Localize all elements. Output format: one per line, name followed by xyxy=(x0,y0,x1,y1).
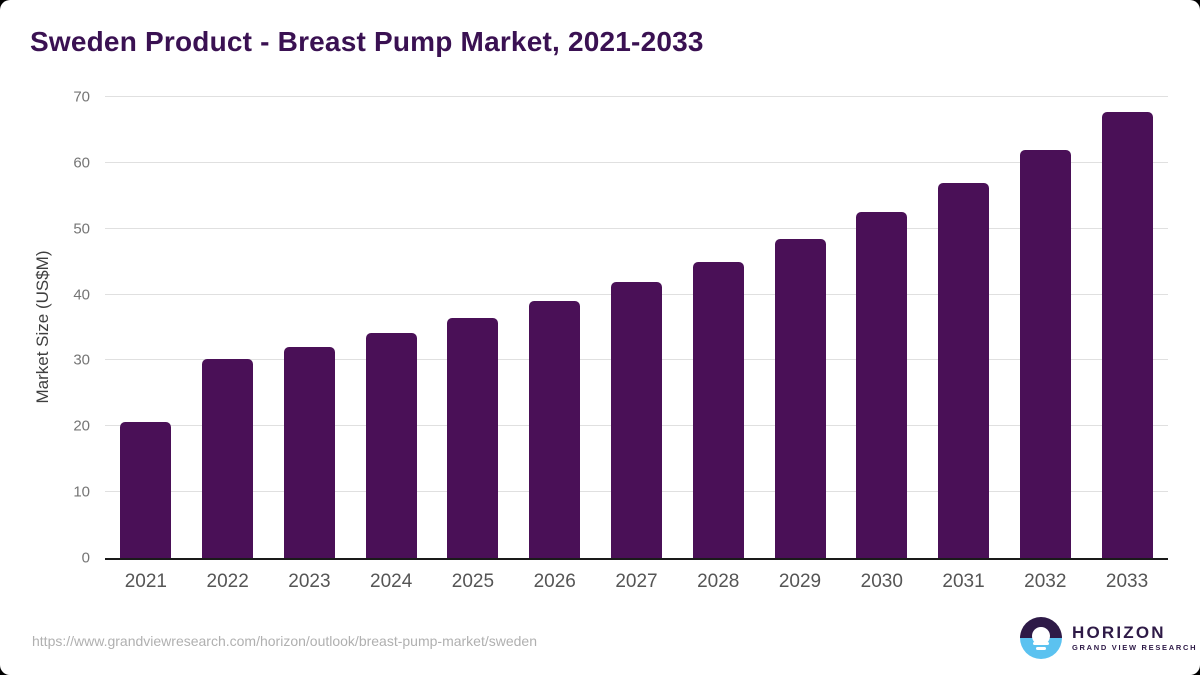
x-tick-label: 2025 xyxy=(451,571,495,592)
source-url: https://www.grandviewresearch.com/horizo… xyxy=(32,633,538,649)
x-axis-tick-labels: 2021 2022 2023 2024 2025 2026 2027 2028 2029 2030… xyxy=(105,571,1168,593)
y-axis-tick-labels: 0 10 20 30 40 50 60 70 xyxy=(0,90,90,566)
y-tick-label: 70 xyxy=(73,88,90,106)
bar-2028 xyxy=(692,261,744,558)
bar-slot xyxy=(923,97,1005,558)
chart-title: Sweden Product - Breast Pump Market, 202… xyxy=(30,26,704,57)
bar-2030 xyxy=(856,212,908,558)
y-tick-label: 0 xyxy=(81,549,90,567)
x-tick-label: 2027 xyxy=(615,571,658,592)
bar-slot xyxy=(1086,97,1168,558)
bars-container xyxy=(105,97,1168,558)
y-tick-label: 10 xyxy=(73,483,90,501)
y-tick-label: 20 xyxy=(73,417,90,435)
logo-reflection-line-icon xyxy=(1036,647,1046,650)
x-tick-label: 2033 xyxy=(1105,571,1149,592)
x-tick-label: 2028 xyxy=(697,571,740,592)
bar-2023 xyxy=(283,347,335,558)
bar-2024 xyxy=(365,333,417,558)
logo-sun-icon xyxy=(1032,627,1050,645)
bar-slot xyxy=(187,97,269,558)
x-tick-label: 2029 xyxy=(778,571,822,592)
bar-2025 xyxy=(447,318,499,558)
gridline xyxy=(105,227,1168,229)
x-tick-label: 2031 xyxy=(942,571,985,592)
bar-slot xyxy=(677,97,759,558)
logo-name: HORIZON xyxy=(1072,623,1166,642)
bar-slot xyxy=(432,97,514,558)
horizon-logo: HORIZON GRAND VIEW RESEARCH xyxy=(1020,617,1197,659)
x-tick-label: 2024 xyxy=(370,571,413,592)
plot-area xyxy=(105,96,1168,560)
bar-2026 xyxy=(529,301,581,558)
logo-text: HORIZON GRAND VIEW RESEARCH xyxy=(1072,624,1197,652)
logo-reflection-line-icon xyxy=(1033,642,1049,645)
x-tick-label: 2032 xyxy=(1024,571,1067,592)
bar-2021 xyxy=(120,421,172,558)
x-tick-label: 2026 xyxy=(533,571,576,592)
gridline xyxy=(105,161,1168,163)
x-tick-label: 2022 xyxy=(206,571,249,592)
bar-slot xyxy=(350,97,432,558)
x-tick-label: 2021 xyxy=(124,571,168,592)
y-tick-label: 60 xyxy=(73,154,90,172)
bar-2027 xyxy=(610,282,662,558)
bar-2031 xyxy=(938,182,990,558)
bar-2032 xyxy=(1019,149,1071,558)
gridline xyxy=(105,96,1168,97)
bar-slot xyxy=(1004,97,1086,558)
bar-2029 xyxy=(774,238,826,558)
y-tick-label: 50 xyxy=(73,220,90,238)
logo-subtitle: GRAND VIEW RESEARCH xyxy=(1072,643,1198,652)
bar-2033 xyxy=(1101,111,1153,558)
bar-slot xyxy=(841,97,923,558)
x-tick-label: 2023 xyxy=(288,571,331,592)
bar-slot xyxy=(514,97,596,558)
bar-slot xyxy=(596,97,678,558)
bar-slot xyxy=(269,97,351,558)
y-tick-label: 40 xyxy=(73,286,90,304)
y-tick-label: 30 xyxy=(73,351,90,369)
bar-slot xyxy=(105,97,187,558)
bar-2022 xyxy=(202,359,254,558)
x-tick-label: 2030 xyxy=(860,571,903,592)
bar-slot xyxy=(759,97,841,558)
horizon-logo-icon xyxy=(1020,617,1062,659)
